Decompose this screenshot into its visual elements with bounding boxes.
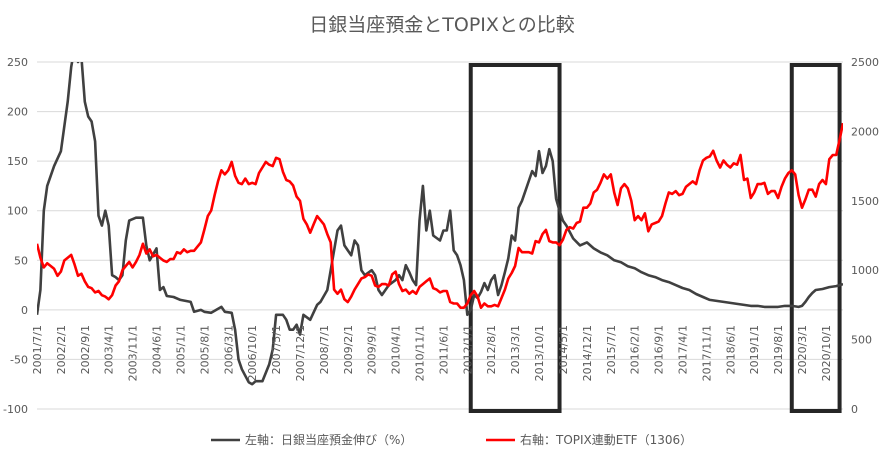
legend: 左軸：日銀当座預金伸び（%） 右軸：TOPIX連動ETF（1306） — [211, 432, 692, 447]
x-tick-label: 2009/9/1 — [366, 325, 379, 374]
series-line-1 — [37, 62, 843, 386]
x-tick-label: 2010/4/1 — [390, 325, 403, 374]
x-axis: 2001/7/1 2002/2/1 2002/9/1 2003/4/1 2003/11/… — [31, 325, 833, 381]
x-tick-label: 2017/4/1 — [676, 325, 689, 374]
y-right-tick-label: 2500 — [851, 56, 879, 69]
y-right-tick-label: 0 — [851, 403, 858, 416]
x-tick-label: 2010/11/1 — [414, 325, 427, 381]
x-tick-label: 2006/3/1 — [222, 325, 235, 374]
x-tick-label: 2013/10/1 — [533, 325, 546, 381]
x-tick-label: 2017/11/1 — [700, 325, 713, 381]
x-tick-label: 2018/6/1 — [724, 325, 737, 374]
highlight-box — [789, 63, 842, 413]
series-line-2 — [37, 122, 843, 309]
x-tick-label: 2014/12/1 — [581, 325, 594, 381]
x-tick-label: 2019/8/1 — [772, 325, 785, 374]
x-tick-label: 2002/9/1 — [79, 325, 92, 374]
x-tick-label: 2019/1/1 — [748, 325, 761, 374]
y-right-tick-label: 1000 — [851, 264, 879, 277]
x-tick-label: 2020/10/1 — [820, 325, 833, 381]
y-left-tick-label: 50 — [14, 254, 28, 267]
x-tick-label: 2001/7/1 — [31, 325, 44, 374]
y-left-tick-label: 200 — [7, 106, 28, 119]
y-axis-left: 250 200 150 100 50 0 -50 -100 — [3, 56, 28, 416]
chart-title: 日銀当座預金とTOPIXとの比較 — [309, 14, 574, 36]
y-axis-right: 2500 2000 1500 1000 500 0 — [851, 56, 879, 416]
y-left-tick-label: 150 — [7, 155, 28, 168]
legend-label-2: 右軸：TOPIX連動ETF（1306） — [520, 432, 692, 447]
y-left-tick-label: -100 — [3, 403, 28, 416]
y-left-tick-label: -50 — [10, 353, 28, 366]
y-left-tick-label: 100 — [7, 205, 28, 218]
x-tick-label: 2005/1/1 — [174, 325, 187, 374]
highlight-boxes — [468, 63, 842, 413]
y-left-tick-label: 250 — [7, 56, 28, 69]
x-tick-label: 2012/1/1 — [461, 325, 474, 374]
x-tick-label: 2012/8/1 — [485, 325, 498, 374]
y-right-tick-label: 1500 — [851, 195, 879, 208]
x-tick-label: 2005/8/1 — [198, 325, 211, 374]
legend-label-1: 左軸：日銀当座預金伸び（%） — [245, 432, 412, 447]
x-tick-label: 2008/7/1 — [318, 325, 331, 374]
x-tick-label: 2003/4/1 — [103, 325, 116, 374]
y-right-tick-label: 500 — [851, 334, 872, 347]
x-tick-label: 2002/2/1 — [55, 325, 68, 374]
x-tick-label: 2011/6/1 — [437, 325, 450, 374]
x-tick-label: 2020/3/1 — [796, 325, 809, 374]
highlight-box — [468, 63, 562, 413]
x-tick-label: 2007/5/1 — [270, 325, 283, 374]
x-tick-label: 2013/3/1 — [509, 325, 522, 374]
x-tick-label: 2015/7/1 — [605, 325, 618, 374]
series-lines — [37, 62, 843, 386]
x-tick-label: 2004/6/1 — [151, 325, 164, 374]
x-tick-label: 2009/2/1 — [342, 325, 355, 374]
x-tick-label: 2016/2/1 — [629, 325, 642, 374]
x-tick-label: 2007/12/1 — [294, 325, 307, 381]
x-tick-label: 2006/10/1 — [246, 325, 259, 381]
x-tick-label: 2003/11/1 — [127, 325, 140, 381]
y-right-tick-label: 2000 — [851, 125, 879, 138]
y-left-tick-label: 0 — [21, 304, 28, 317]
x-tick-label: 2014/5/1 — [557, 325, 570, 374]
x-tick-label: 2016/9/1 — [653, 325, 666, 374]
